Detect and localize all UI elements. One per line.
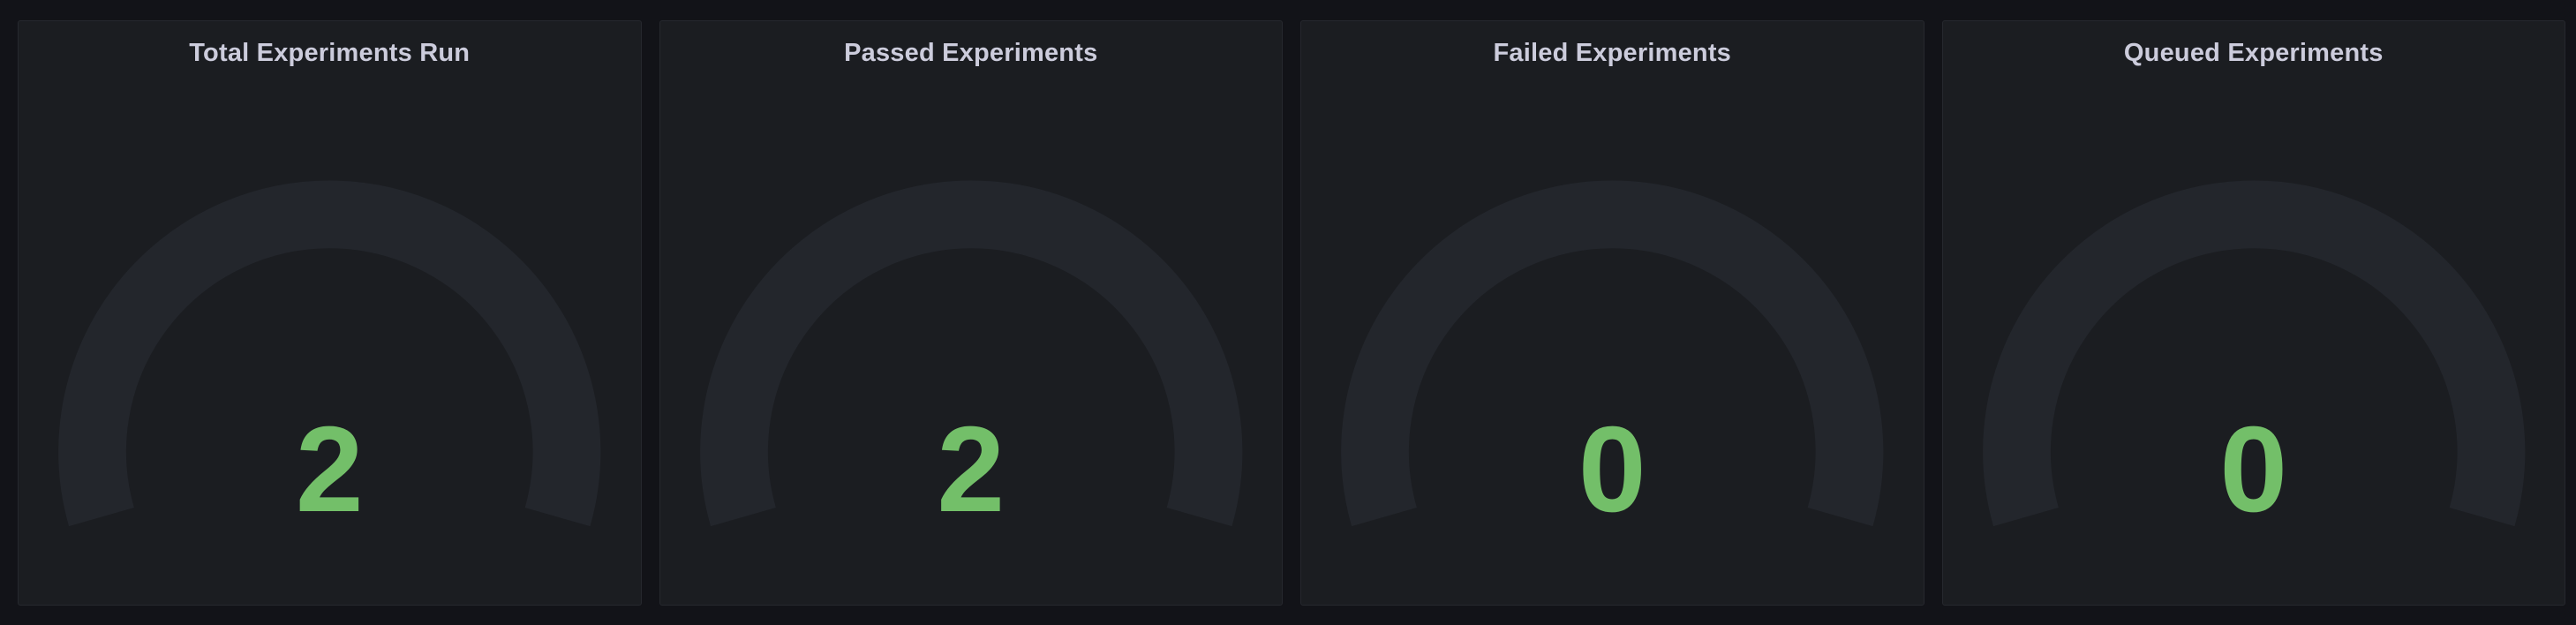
gauge-arc-icon — [58, 180, 601, 527]
gauge: 0 — [1301, 21, 1924, 605]
panel-failed-experiments: Failed Experiments 0 — [1300, 20, 1924, 606]
gauge: 2 — [660, 21, 1283, 605]
gauge-arc-icon — [699, 180, 1242, 527]
gauge-value: 2 — [937, 402, 1006, 538]
gauge-arc-icon — [1341, 180, 1884, 527]
panel-title[interactable]: Passed Experiments — [844, 39, 1098, 67]
gauge: 0 — [1943, 21, 2565, 605]
panel-header[interactable]: Passed Experiments — [660, 38, 1283, 68]
panel-title[interactable]: Failed Experiments — [1493, 39, 1732, 67]
panel-header[interactable]: Total Experiments Run — [19, 38, 641, 68]
panel-title[interactable]: Queued Experiments — [2123, 39, 2384, 67]
panel-title[interactable]: Total Experiments Run — [189, 39, 471, 67]
panel-header[interactable]: Queued Experiments — [1943, 38, 2565, 68]
panel-passed-experiments: Passed Experiments 2 — [659, 20, 1283, 606]
gauge-value: 0 — [2219, 402, 2288, 538]
panel-total-experiments-run: Total Experiments Run 2 — [18, 20, 642, 606]
panel-header[interactable]: Failed Experiments — [1301, 38, 1924, 68]
gauge: 2 — [19, 21, 641, 605]
gauge-arc-icon — [1982, 180, 2525, 527]
gauge-value: 0 — [1578, 402, 1646, 538]
gauge-value: 2 — [295, 402, 364, 538]
panel-queued-experiments: Queued Experiments 0 — [1941, 20, 2565, 606]
